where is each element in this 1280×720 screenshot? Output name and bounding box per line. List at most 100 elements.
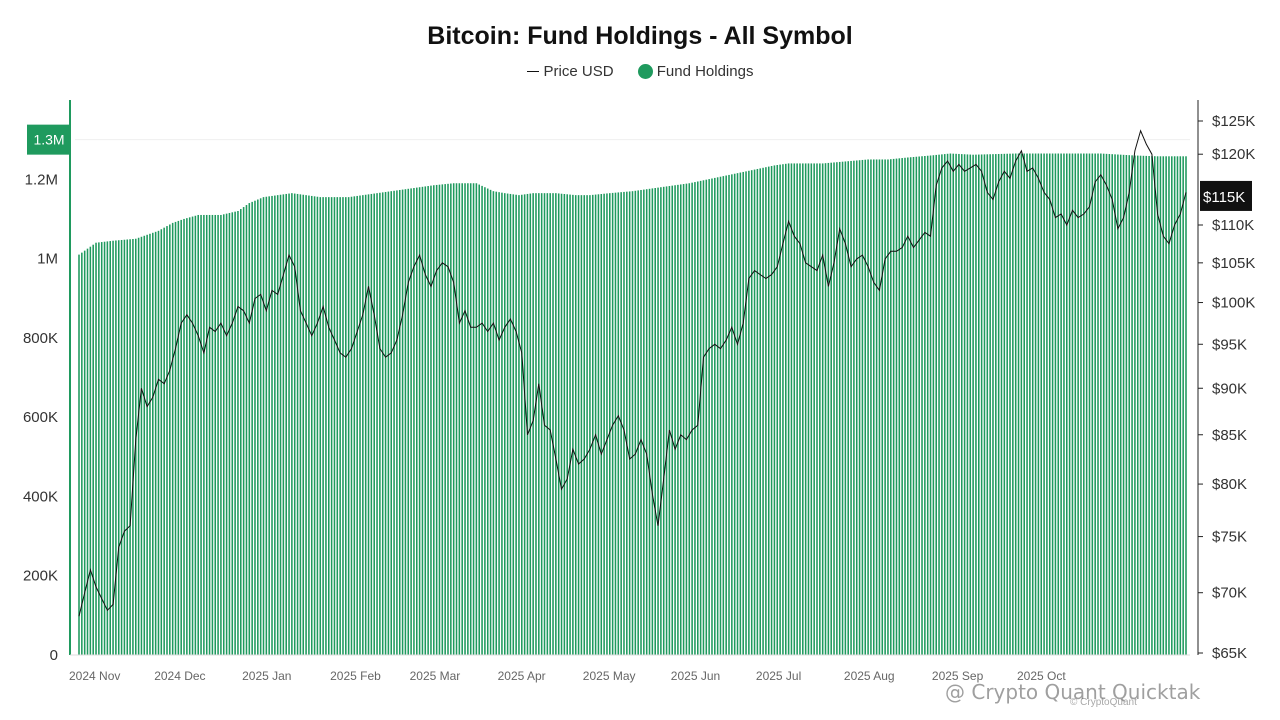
legend-item-price[interactable]: Price USD [526, 62, 614, 80]
holdings-bar [523, 194, 526, 655]
holdings-bar [657, 187, 659, 656]
price-line [78, 129, 1187, 617]
holdings-bar [963, 154, 966, 655]
holdings-bar [231, 212, 234, 655]
holdings-bar [577, 195, 580, 655]
holdings-bar [1176, 156, 1179, 656]
holdings-bar [83, 250, 86, 655]
holdings-bar [492, 191, 495, 655]
x-tick-label: 2024 Dec [154, 669, 205, 683]
x-tick-label: 2025 Aug [844, 669, 895, 683]
holdings-bar [600, 194, 603, 655]
holdings-bar [861, 159, 864, 655]
holdings-bar [157, 230, 160, 655]
holdings-bar [858, 160, 861, 655]
right-tick-label: $90K [1212, 380, 1247, 397]
holdings-bar [1148, 156, 1150, 655]
holdings-bar [163, 227, 165, 655]
holdings-bar [924, 156, 926, 655]
holdings-bar [833, 162, 835, 655]
holdings-bar [685, 183, 688, 655]
holdings-bar [1051, 153, 1054, 655]
holdings-bar [750, 170, 753, 656]
holdings-bar [654, 188, 656, 655]
holdings-bar [671, 185, 674, 655]
holdings-bar [467, 183, 469, 655]
holdings-bar [753, 169, 756, 655]
holdings-bar [370, 193, 373, 655]
holdings-bar [506, 193, 509, 655]
holdings-bar [1091, 153, 1094, 655]
holdings-bar [631, 191, 634, 655]
holdings-bar [140, 236, 143, 655]
holdings-bar [742, 171, 744, 655]
holdings-bar [938, 154, 940, 655]
right-current-badge [1200, 180, 1252, 211]
holdings-bar [623, 191, 625, 656]
holdings-bar [810, 163, 813, 655]
holdings-bar [966, 154, 969, 655]
holdings-bar [1054, 153, 1057, 655]
holdings-bar [716, 177, 719, 656]
holdings-bar [1128, 155, 1131, 656]
holdings-bar [1014, 153, 1017, 655]
holdings-bar [725, 175, 727, 655]
holdings-bar [926, 155, 929, 655]
holdings-bar [285, 193, 287, 655]
holdings-bar [325, 197, 327, 656]
holdings-bar [765, 167, 767, 655]
holdings-bar [776, 165, 779, 655]
holdings-bar [1066, 153, 1068, 655]
holdings-bar [980, 154, 983, 655]
holdings-bar [509, 193, 512, 655]
holdings-bar [132, 239, 134, 655]
holdings-bar [736, 173, 739, 655]
holdings-bar [1114, 154, 1116, 655]
holdings-bar [410, 188, 412, 655]
holdings-bar [205, 214, 208, 655]
legend-item-holdings[interactable]: Fund Holdings [637, 63, 753, 80]
holdings-bar [668, 186, 671, 655]
holdings-bar [430, 185, 432, 655]
holdings-bar [887, 159, 889, 655]
holdings-bar [328, 197, 330, 656]
holdings-bar [214, 214, 217, 655]
holdings-bar [211, 214, 214, 655]
holdings-bar [407, 188, 410, 656]
holdings-bar [921, 156, 923, 656]
holdings-bar [427, 186, 429, 655]
holdings-bar [1151, 156, 1153, 655]
holdings-bar [719, 176, 722, 655]
holdings-bar [1068, 153, 1071, 655]
line-swatch-icon [526, 71, 539, 73]
holdings-bar [413, 188, 415, 655]
holdings-bar [188, 217, 191, 655]
holdings-bar [441, 184, 444, 655]
holdings-bar [203, 214, 205, 655]
holdings-bar [770, 166, 773, 655]
legend-label-price: Price USD [543, 62, 614, 80]
holdings-bar [816, 163, 818, 655]
holdings-bar [1012, 153, 1014, 655]
holdings-bar [807, 163, 810, 655]
holdings-bar [191, 216, 194, 656]
holdings-bar [274, 195, 276, 656]
holdings-bar [464, 183, 466, 655]
holdings-bar [387, 191, 390, 655]
holdings-bar [731, 174, 733, 655]
holdings-bar [137, 237, 140, 655]
holdings-bar [254, 200, 256, 655]
left-tick-label: 600K [23, 409, 58, 426]
holdings-bar [308, 195, 310, 656]
holdings-bar [589, 195, 591, 655]
holdings-bar [489, 189, 492, 656]
holdings-bar [932, 155, 935, 655]
holdings-bar [767, 166, 770, 655]
holdings-bar [234, 211, 236, 655]
holdings-bar [518, 195, 520, 655]
holdings-bar [975, 154, 977, 655]
holdings-bar [748, 170, 750, 655]
holdings-bar [821, 163, 824, 655]
holdings-bar [86, 248, 89, 655]
holdings-bar [958, 153, 960, 655]
